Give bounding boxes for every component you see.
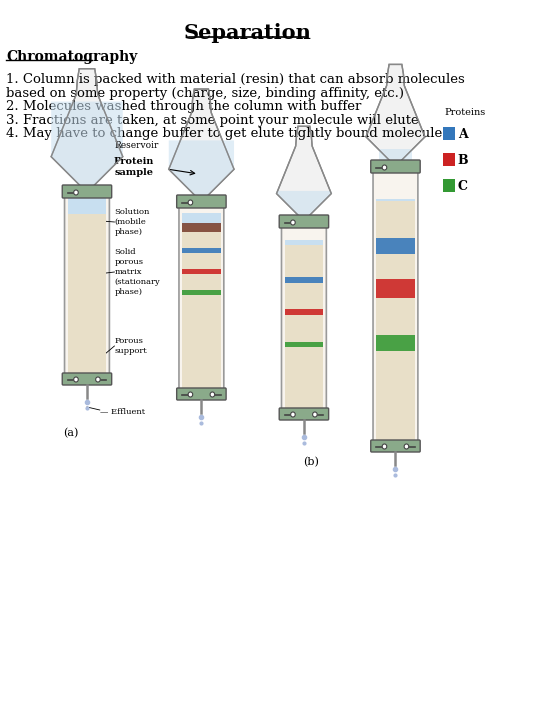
FancyBboxPatch shape <box>62 185 112 198</box>
Ellipse shape <box>291 220 295 225</box>
Text: Separation: Separation <box>183 23 311 43</box>
Text: based on some property (charge, size, binding affinity, etc.): based on some property (charge, size, bi… <box>6 86 404 99</box>
Bar <box>182 225 221 388</box>
Polygon shape <box>366 64 425 161</box>
Text: B: B <box>458 153 468 166</box>
Polygon shape <box>276 191 331 216</box>
Bar <box>285 310 323 315</box>
Ellipse shape <box>404 444 409 449</box>
Bar <box>285 245 323 408</box>
Polygon shape <box>169 89 234 196</box>
Text: Chromatography: Chromatography <box>6 50 138 64</box>
Text: Solid
porous
matrix
(stationary
phase): Solid porous matrix (stationary phase) <box>114 248 160 296</box>
Ellipse shape <box>382 165 387 170</box>
Bar <box>68 196 106 214</box>
Bar <box>285 342 323 347</box>
Text: A: A <box>458 127 468 140</box>
Bar <box>376 335 415 351</box>
Ellipse shape <box>188 392 193 397</box>
Polygon shape <box>379 150 413 161</box>
FancyBboxPatch shape <box>279 408 329 420</box>
Text: Reservoir: Reservoir <box>114 140 159 150</box>
Bar <box>182 222 221 233</box>
Text: — Effluent: — Effluent <box>100 408 145 416</box>
FancyBboxPatch shape <box>371 160 420 173</box>
FancyBboxPatch shape <box>373 163 418 444</box>
Ellipse shape <box>291 412 295 417</box>
Ellipse shape <box>96 377 100 382</box>
Ellipse shape <box>210 392 215 397</box>
Bar <box>68 214 106 373</box>
Ellipse shape <box>188 200 193 205</box>
Polygon shape <box>51 102 123 186</box>
Text: C: C <box>458 179 468 192</box>
Polygon shape <box>276 126 331 216</box>
Polygon shape <box>51 68 123 186</box>
Bar <box>182 290 221 295</box>
Text: Solution
(mobile
phase): Solution (mobile phase) <box>114 208 150 236</box>
Bar <box>182 248 221 253</box>
Bar <box>376 201 415 440</box>
Ellipse shape <box>73 377 78 382</box>
Bar <box>376 279 415 298</box>
FancyBboxPatch shape <box>371 440 420 452</box>
Text: 2. Molecules washed through the column with buffer: 2. Molecules washed through the column w… <box>6 100 362 113</box>
Ellipse shape <box>73 190 78 195</box>
Text: 4. May have to change buffer to get elute tightly bound molecules: 4. May have to change buffer to get elut… <box>6 127 449 140</box>
Ellipse shape <box>382 444 387 449</box>
Bar <box>285 240 323 245</box>
Text: Porous
support: Porous support <box>114 337 147 355</box>
Bar <box>376 199 415 201</box>
Bar <box>376 238 415 253</box>
FancyBboxPatch shape <box>177 388 226 400</box>
Text: (b): (b) <box>303 457 319 467</box>
Bar <box>285 277 323 283</box>
Text: Proteins: Proteins <box>444 107 485 117</box>
Bar <box>182 269 221 274</box>
FancyBboxPatch shape <box>62 373 112 385</box>
Text: 1. Column is packed with material (resin) that can absorb molecules: 1. Column is packed with material (resin… <box>6 73 465 86</box>
Text: 3. Fractions are taken, at some point your molecule will elute: 3. Fractions are taken, at some point yo… <box>6 114 419 127</box>
Bar <box>182 213 221 225</box>
Text: Protein
sample: Protein sample <box>113 157 154 176</box>
FancyBboxPatch shape <box>281 218 326 412</box>
Bar <box>443 179 455 192</box>
Bar <box>443 153 455 166</box>
Bar <box>443 127 455 140</box>
FancyBboxPatch shape <box>279 215 329 228</box>
FancyBboxPatch shape <box>65 189 110 377</box>
Polygon shape <box>169 140 234 196</box>
Ellipse shape <box>313 412 317 417</box>
FancyBboxPatch shape <box>179 199 224 392</box>
Text: (a): (a) <box>63 428 78 438</box>
FancyBboxPatch shape <box>177 195 226 208</box>
